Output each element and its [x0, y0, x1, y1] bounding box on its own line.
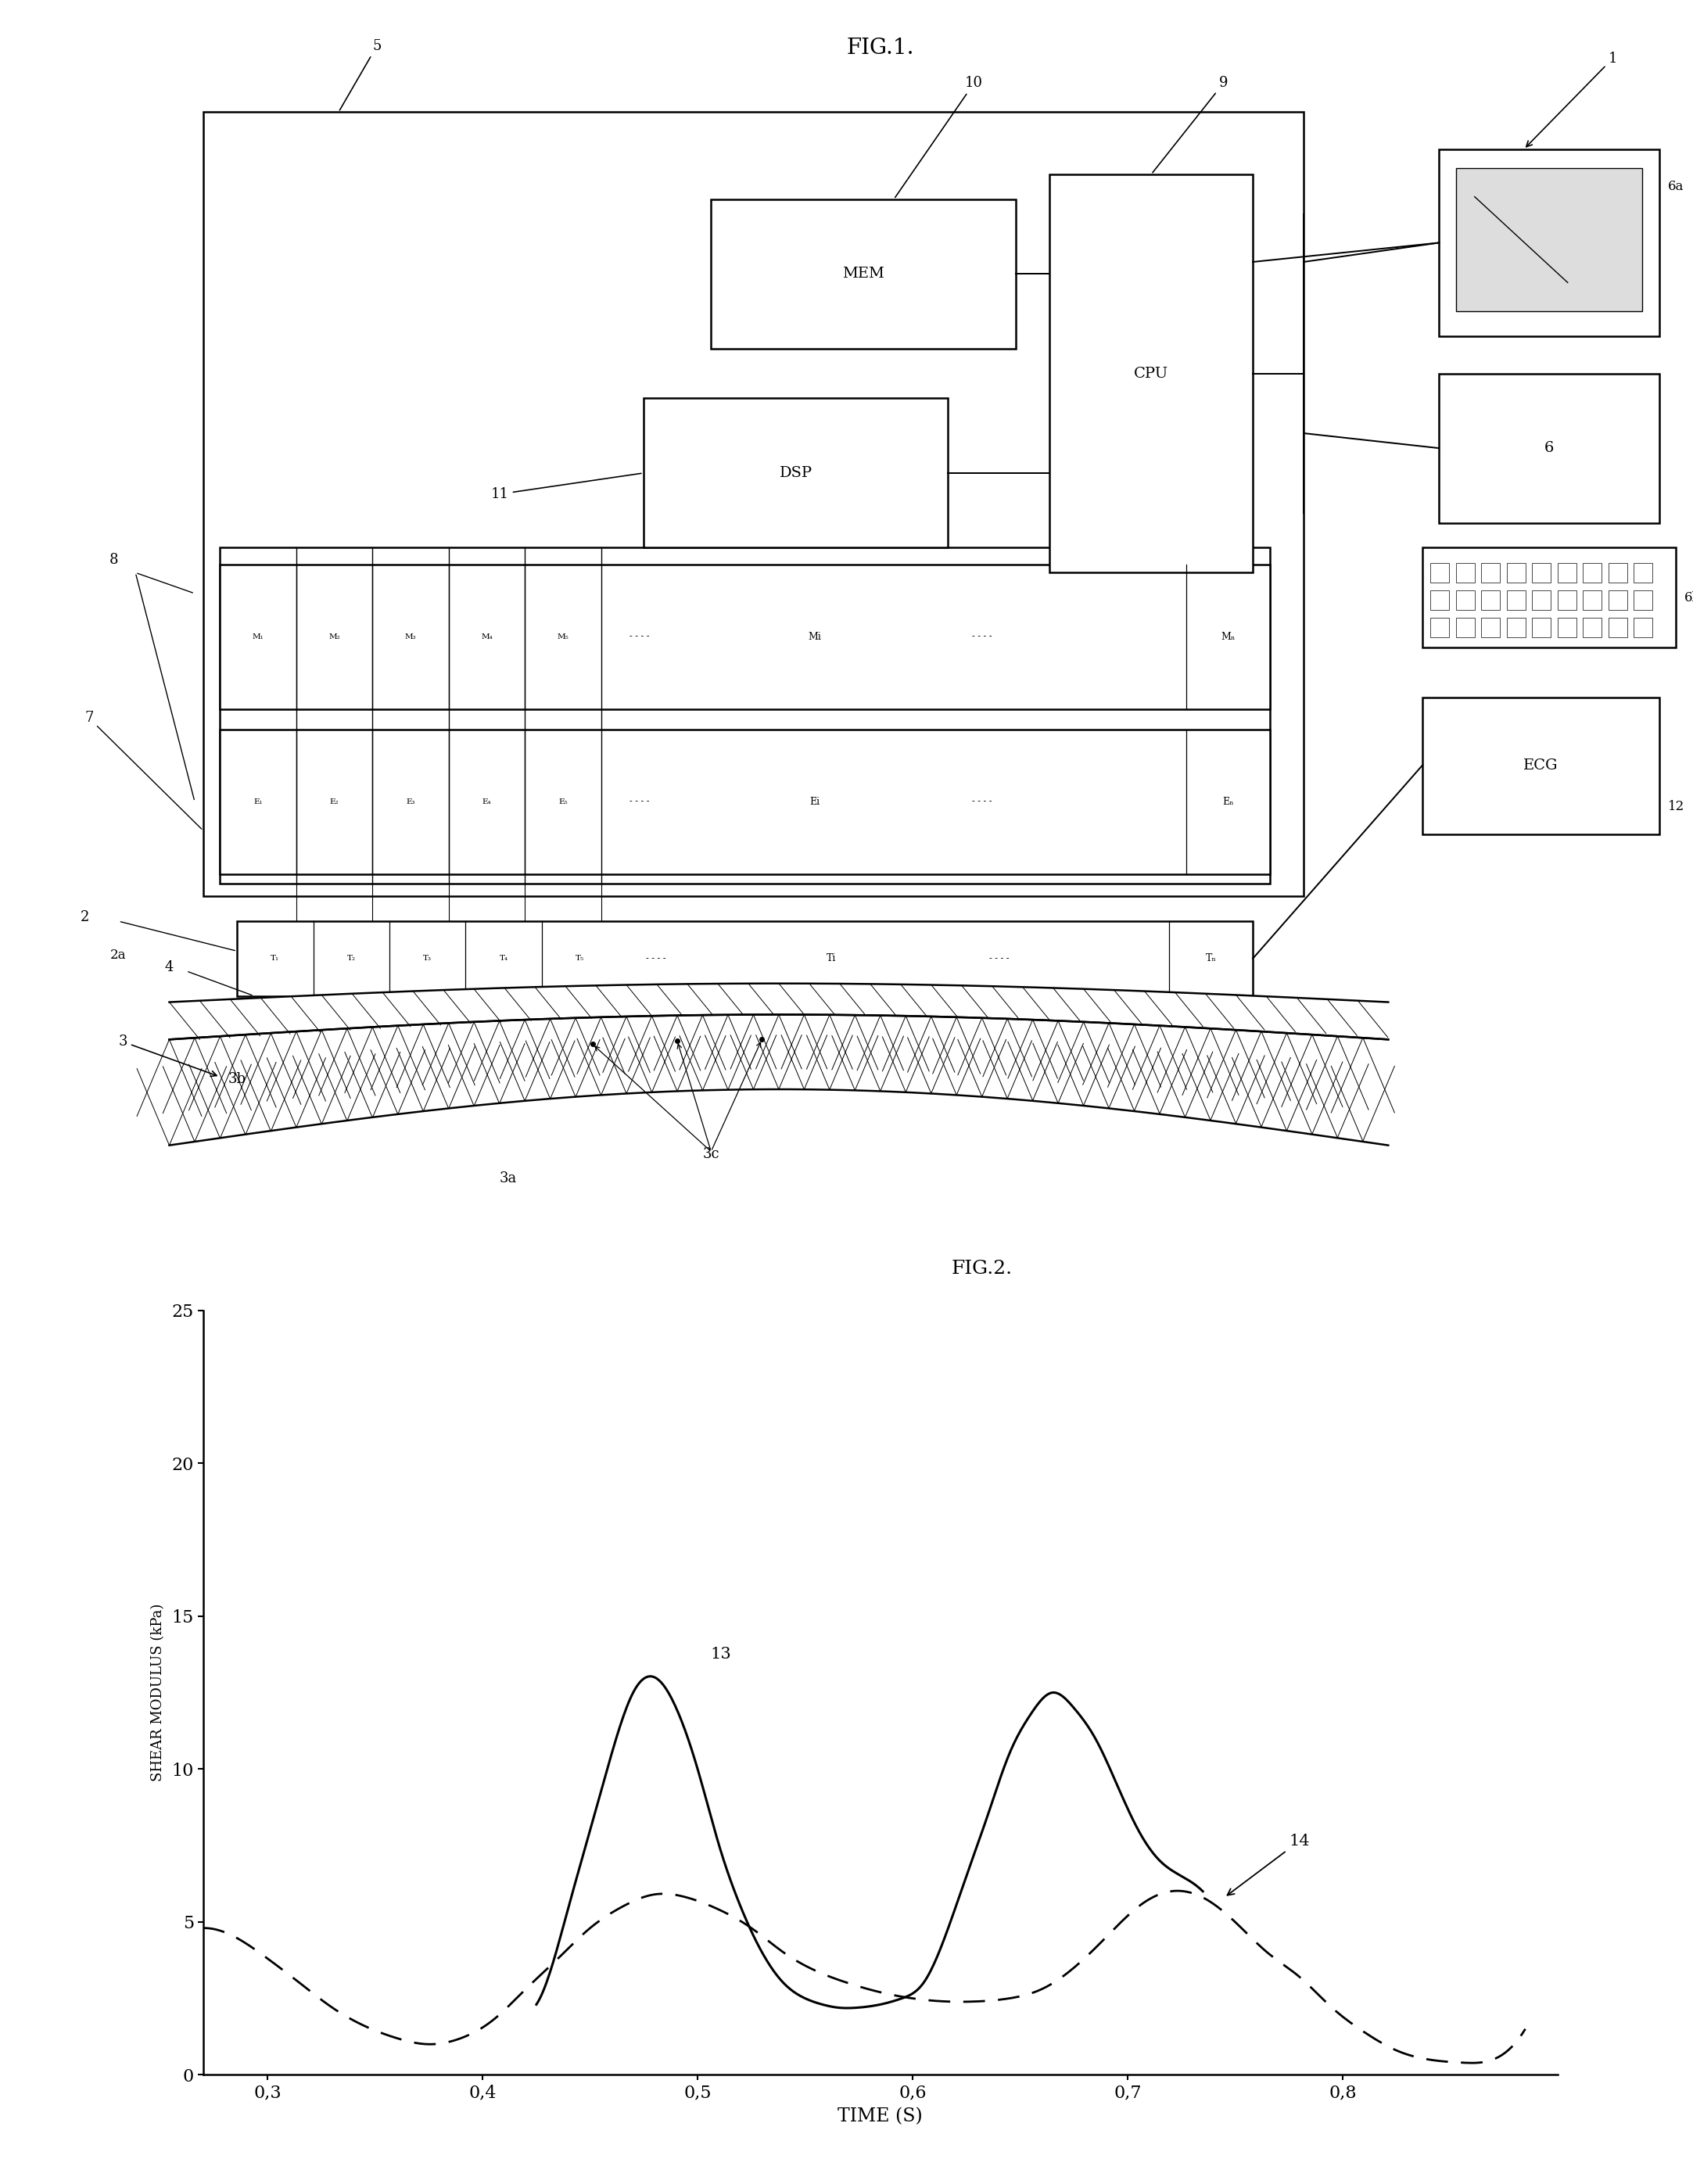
FancyBboxPatch shape	[1507, 563, 1525, 583]
Text: 2a: 2a	[110, 948, 127, 961]
FancyBboxPatch shape	[1634, 563, 1652, 583]
Text: Tₙ: Tₙ	[1205, 954, 1216, 963]
Text: T₄: T₄	[499, 954, 508, 963]
FancyBboxPatch shape	[1431, 590, 1449, 609]
FancyBboxPatch shape	[237, 922, 1253, 996]
FancyBboxPatch shape	[1532, 563, 1551, 583]
Text: Mi: Mi	[808, 631, 821, 642]
Text: 4: 4	[164, 961, 174, 974]
Text: M₅: M₅	[557, 633, 569, 640]
Text: Ei: Ei	[809, 797, 819, 806]
FancyBboxPatch shape	[203, 111, 1304, 895]
Text: M₁: M₁	[252, 633, 264, 640]
FancyBboxPatch shape	[1422, 548, 1676, 646]
FancyBboxPatch shape	[1583, 618, 1602, 638]
Text: Ti: Ti	[826, 954, 836, 963]
FancyBboxPatch shape	[1050, 175, 1253, 572]
Text: 11: 11	[491, 474, 642, 500]
FancyBboxPatch shape	[1507, 618, 1525, 638]
Text: 3: 3	[119, 1035, 217, 1077]
FancyBboxPatch shape	[1456, 618, 1475, 638]
Text: Eₙ: Eₙ	[1222, 797, 1234, 806]
Text: 12: 12	[1668, 799, 1685, 812]
FancyBboxPatch shape	[1608, 590, 1627, 609]
Text: 8: 8	[110, 553, 119, 568]
Text: 2: 2	[80, 911, 90, 924]
Text: 3c: 3c	[703, 1147, 720, 1162]
FancyBboxPatch shape	[220, 729, 1270, 874]
FancyBboxPatch shape	[220, 563, 1270, 710]
FancyBboxPatch shape	[1634, 590, 1652, 609]
Text: FIG.1.: FIG.1.	[846, 37, 914, 59]
Text: 14: 14	[1227, 1835, 1310, 1896]
FancyBboxPatch shape	[1439, 373, 1659, 522]
Text: M₄: M₄	[481, 633, 493, 640]
FancyBboxPatch shape	[1583, 590, 1602, 609]
FancyBboxPatch shape	[1456, 168, 1642, 310]
FancyBboxPatch shape	[1532, 590, 1551, 609]
Text: M₃: M₃	[405, 633, 416, 640]
Text: ECG: ECG	[1524, 758, 1558, 773]
FancyBboxPatch shape	[1558, 590, 1576, 609]
Text: - - - -: - - - -	[630, 633, 648, 640]
Text: T₅: T₅	[576, 954, 584, 963]
Text: 3a: 3a	[499, 1171, 516, 1186]
FancyBboxPatch shape	[1608, 563, 1627, 583]
Text: 9: 9	[1153, 76, 1227, 173]
FancyBboxPatch shape	[1583, 563, 1602, 583]
Text: - - - -: - - - -	[989, 954, 1009, 963]
Text: 6a: 6a	[1668, 179, 1683, 194]
Text: E₃: E₃	[406, 797, 415, 806]
FancyBboxPatch shape	[1634, 618, 1652, 638]
Text: 5: 5	[340, 39, 381, 109]
Text: CPU: CPU	[1134, 367, 1168, 380]
Text: 7: 7	[85, 712, 201, 830]
Text: FIG.2.: FIG.2.	[951, 1260, 1012, 1278]
FancyBboxPatch shape	[1481, 563, 1500, 583]
Text: 1: 1	[1525, 50, 1617, 146]
Text: 10: 10	[896, 76, 984, 197]
FancyBboxPatch shape	[1532, 618, 1551, 638]
Text: DSP: DSP	[779, 465, 813, 480]
Text: Mₙ: Mₙ	[1221, 631, 1234, 642]
Text: 3b: 3b	[229, 1072, 245, 1085]
FancyBboxPatch shape	[1558, 563, 1576, 583]
Text: E₂: E₂	[330, 797, 339, 806]
Text: - - - -: - - - -	[630, 797, 648, 806]
FancyBboxPatch shape	[220, 548, 1270, 885]
FancyBboxPatch shape	[1439, 149, 1659, 336]
Text: - - - -: - - - -	[972, 633, 992, 640]
Text: E₅: E₅	[559, 797, 567, 806]
FancyBboxPatch shape	[1481, 618, 1500, 638]
X-axis label: TIME (S): TIME (S)	[838, 2108, 923, 2125]
FancyBboxPatch shape	[1456, 590, 1475, 609]
Text: T₂: T₂	[347, 954, 356, 963]
Text: 13: 13	[711, 1647, 731, 1662]
FancyBboxPatch shape	[1431, 563, 1449, 583]
FancyBboxPatch shape	[1431, 618, 1449, 638]
FancyBboxPatch shape	[1456, 563, 1475, 583]
Text: 6: 6	[1544, 441, 1554, 454]
Text: 6b: 6b	[1685, 592, 1693, 605]
Text: M₂: M₂	[328, 633, 340, 640]
Text: - - - -: - - - -	[972, 797, 992, 806]
Y-axis label: SHEAR MODULUS (kPa): SHEAR MODULUS (kPa)	[151, 1603, 166, 1782]
Text: E₁: E₁	[254, 797, 262, 806]
Text: E₄: E₄	[483, 797, 491, 806]
Text: - - - -: - - - -	[647, 954, 665, 963]
FancyBboxPatch shape	[1422, 697, 1659, 834]
Text: T₃: T₃	[423, 954, 432, 963]
FancyBboxPatch shape	[1608, 618, 1627, 638]
FancyBboxPatch shape	[1481, 590, 1500, 609]
FancyBboxPatch shape	[1558, 618, 1576, 638]
FancyBboxPatch shape	[1507, 590, 1525, 609]
Text: MEM: MEM	[843, 266, 884, 282]
FancyBboxPatch shape	[711, 199, 1016, 349]
FancyBboxPatch shape	[643, 397, 948, 548]
Text: T₁: T₁	[271, 954, 279, 963]
